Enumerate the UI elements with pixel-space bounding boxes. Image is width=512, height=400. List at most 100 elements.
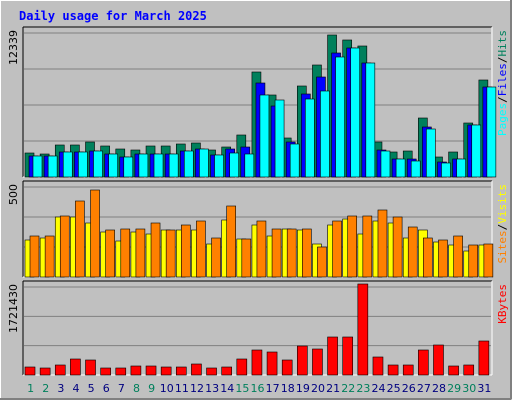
legend-item-files: Files <box>496 63 509 96</box>
legend-panel-1: Pages/Files/Hits <box>496 30 509 136</box>
bar-kbytes-day-6 <box>100 367 111 376</box>
bar-pages-day-12 <box>199 148 209 178</box>
bar-pages-day-25 <box>395 158 406 178</box>
bar-kbytes-day-11 <box>175 366 187 376</box>
bar-pages-day-17 <box>274 99 285 178</box>
bar-kbytes-day-9 <box>145 365 157 376</box>
bar-kbytes-day-16 <box>251 349 263 376</box>
bar-pages-day-19 <box>305 98 315 178</box>
legend-item-sites: Sites <box>496 230 509 263</box>
x-tick-day-4: 4 <box>72 382 79 395</box>
bar-kbytes-day-23 <box>357 283 369 376</box>
bar-sites-day-25 <box>392 216 403 278</box>
bar-pages-day-15 <box>244 153 255 178</box>
bar-pages-day-16 <box>259 94 270 178</box>
bar-sites-day-4 <box>75 200 85 278</box>
bar-sites-day-3 <box>59 215 70 278</box>
bar-sites-day-11 <box>180 224 191 278</box>
chart-panels: 12339Pages/Files/Hits500Sites/Visits1721… <box>7 26 509 376</box>
x-tick-day-5: 5 <box>88 382 95 395</box>
x-tick-day-8: 8 <box>133 382 140 395</box>
bar-kbytes-day-24 <box>372 356 384 376</box>
bar-pages-day-6 <box>108 153 118 178</box>
series-kbytes <box>24 283 490 376</box>
x-tick-day-23: 23 <box>356 382 370 395</box>
bar-pages-day-4 <box>78 151 88 178</box>
bar-sites-day-21 <box>332 220 342 278</box>
bar-pages-day-26 <box>410 160 421 178</box>
bar-kbytes-day-26 <box>402 364 414 376</box>
bar-kbytes-day-8 <box>130 365 142 376</box>
bar-kbytes-day-1 <box>24 366 36 376</box>
legend-separator: / <box>496 96 509 103</box>
bar-kbytes-day-3 <box>54 364 66 376</box>
legend-item-hits: Hits <box>496 30 509 57</box>
bar-sites-day-27 <box>423 237 433 278</box>
bar-pages-day-7 <box>123 156 134 178</box>
x-tick-day-28: 28 <box>432 382 446 395</box>
bar-sites-day-23 <box>362 215 373 278</box>
bar-kbytes-day-20 <box>312 348 323 376</box>
x-tick-day-3: 3 <box>57 382 64 395</box>
bar-kbytes-day-14 <box>221 366 232 376</box>
x-tick-day-21: 21 <box>326 382 340 395</box>
bar-pages-day-29 <box>456 158 466 178</box>
bar-pages-day-13 <box>214 154 224 178</box>
bar-pages-day-22 <box>350 47 361 178</box>
legend-text: Pages/Files/Hits <box>496 30 509 136</box>
bar-kbytes-day-19 <box>297 345 308 376</box>
legend-panel-3: KBytes <box>496 284 509 324</box>
y-axis-max-label: 12339 <box>7 30 20 65</box>
bar-kbytes-day-25 <box>387 364 399 376</box>
x-tick-day-13: 13 <box>205 382 219 395</box>
x-tick-day-30: 30 <box>462 382 476 395</box>
bar-kbytes-day-22 <box>342 336 354 376</box>
x-tick-day-17: 17 <box>266 382 280 395</box>
bar-sites-day-7 <box>120 228 131 278</box>
legend-item-visits: Visits <box>496 184 509 224</box>
series-sites <box>29 189 494 278</box>
bar-kbytes-day-18 <box>281 359 293 376</box>
x-tick-day-12: 12 <box>190 382 204 395</box>
bar-pages-day-31 <box>486 86 497 178</box>
y-axis-max-label: 1721430 <box>7 284 20 333</box>
x-tick-day-29: 29 <box>447 382 461 395</box>
legend-panel-2: Sites/Visits <box>496 184 509 264</box>
x-tick-day-22: 22 <box>341 382 355 395</box>
x-tick-day-7: 7 <box>118 382 125 395</box>
bar-sites-day-15 <box>241 238 252 278</box>
bar-sites-day-29 <box>453 235 463 278</box>
panel-2: 500 Sites/Visits <box>7 180 509 278</box>
bar-pages-day-14 <box>229 152 239 178</box>
bar-pages-day-21 <box>335 56 345 178</box>
bar-kbytes-day-2 <box>39 367 51 376</box>
bar-kbytes-day-27 <box>418 349 429 376</box>
legend-text: Sites/Visits <box>496 184 509 264</box>
x-tick-day-11: 11 <box>175 382 189 395</box>
bar-kbytes-day-17 <box>266 351 278 376</box>
bar-kbytes-day-5 <box>85 359 96 376</box>
bar-sites-day-31 <box>483 243 494 278</box>
bar-sites-day-20 <box>317 246 327 278</box>
x-tick-day-19: 19 <box>296 382 310 395</box>
bar-kbytes-day-7 <box>115 367 127 376</box>
x-tick-day-25: 25 <box>387 382 401 395</box>
bar-sites-day-14 <box>226 205 236 278</box>
legend-item-pages: Pages <box>496 103 509 136</box>
bar-pages-day-28 <box>441 162 451 178</box>
bar-sites-day-24 <box>377 209 388 278</box>
bar-sites-day-10 <box>165 229 176 278</box>
bar-pages-day-5 <box>93 150 103 178</box>
x-tick-day-26: 26 <box>402 382 416 395</box>
bar-kbytes-day-13 <box>206 367 217 376</box>
bar-pages-day-27 <box>426 128 436 178</box>
bar-sites-day-30 <box>468 244 479 278</box>
bar-pages-day-8 <box>138 153 149 178</box>
bar-pages-day-11 <box>183 150 194 178</box>
bar-sites-day-8 <box>135 228 146 278</box>
bar-kbytes-day-12 <box>191 363 202 376</box>
bar-pages-day-24 <box>380 150 391 178</box>
bar-pages-day-18 <box>289 143 300 178</box>
legend-text: KBytes <box>496 284 509 324</box>
